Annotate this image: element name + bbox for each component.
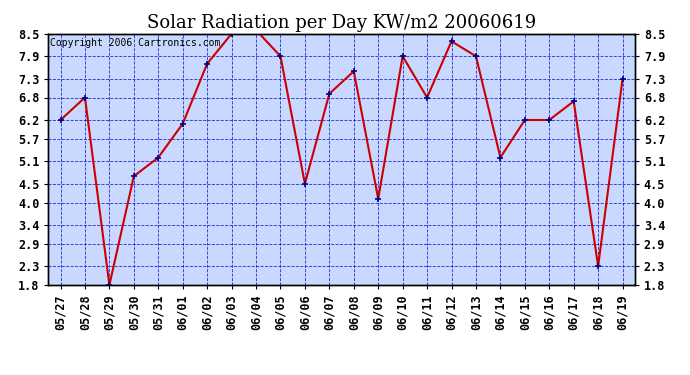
Text: Copyright 2006 Cartronics.com: Copyright 2006 Cartronics.com <box>50 38 220 48</box>
Title: Solar Radiation per Day KW/m2 20060619: Solar Radiation per Day KW/m2 20060619 <box>147 14 536 32</box>
